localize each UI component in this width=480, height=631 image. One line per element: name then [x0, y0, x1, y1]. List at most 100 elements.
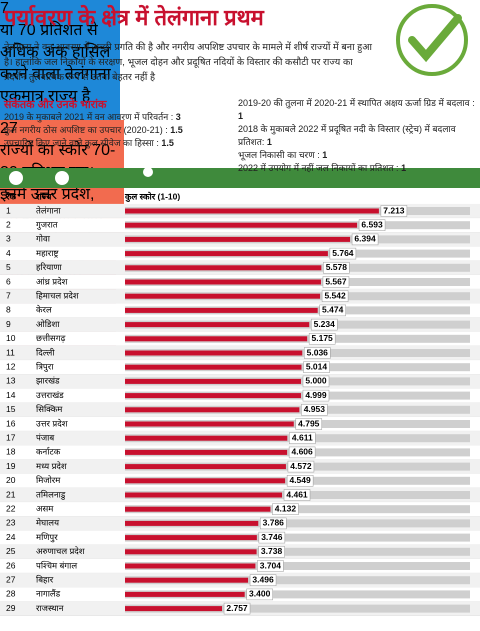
value-label-box	[322, 276, 350, 288]
category-label: हरियाणा	[36, 262, 62, 272]
bar	[125, 478, 286, 484]
bar	[125, 293, 321, 299]
callout-text: या 70 प्रतिशत से अधिक अंक हासिल करने वाल…	[0, 22, 111, 105]
rank-label: 22	[6, 503, 16, 513]
value-label-box	[283, 489, 311, 501]
category-label: असम	[36, 503, 54, 513]
value-label-box	[351, 233, 379, 246]
rank-label: 29	[6, 603, 16, 613]
bar	[125, 421, 294, 427]
value-label-box	[302, 389, 330, 402]
rank-label: 13	[6, 376, 16, 386]
value-label-box	[257, 560, 284, 572]
category-label: दिल्ली	[36, 347, 55, 357]
bar	[125, 208, 379, 214]
value-label: 5.542	[324, 290, 346, 300]
value-label: 5.175	[312, 333, 334, 343]
value-label-box	[295, 418, 323, 430]
track	[125, 604, 470, 613]
value-label-box	[258, 531, 286, 544]
rank-label: 3	[6, 234, 11, 244]
rank-label: 8	[6, 305, 11, 315]
indicator-weight: 3	[175, 112, 181, 122]
category-label: कर्नाटक	[36, 447, 61, 457]
rank-label: 4	[6, 248, 11, 258]
rank-label: 7	[6, 290, 11, 300]
value-label: 4.606	[291, 447, 313, 457]
bar	[125, 591, 245, 597]
rank-label: 25	[6, 546, 16, 556]
value-label-box	[286, 475, 314, 487]
indicator: 2019-20 की तुलना में 2020-21 में स्थापित…	[238, 97, 478, 123]
icon	[143, 167, 153, 177]
bar	[125, 520, 259, 526]
value-label-box	[302, 375, 330, 388]
value-label: 4.549	[289, 475, 311, 485]
indicator-label: कुल नगरीय ठोस अपशिष्ट का उपचार (2020-21)…	[4, 125, 168, 135]
track	[125, 562, 470, 570]
bar	[125, 393, 301, 399]
rank-label: 19	[6, 461, 16, 471]
value-label: 4.953	[304, 404, 326, 414]
category-label: आंध्र प्रदेश	[36, 276, 68, 286]
indicator-label: 2018 के मुकाबले 2022 में प्रदूषित नदी के…	[238, 124, 456, 147]
rank-label: 16	[6, 418, 16, 428]
rank-label: 12	[6, 361, 16, 371]
value-label: 5.000	[305, 376, 327, 386]
rank-label: 23	[6, 518, 16, 528]
category-label: मणिपुर	[36, 532, 58, 543]
rank-label: 11	[6, 347, 15, 357]
rank-label: 21	[6, 489, 16, 499]
bar	[125, 606, 223, 612]
bar	[125, 449, 288, 455]
logo-ring	[396, 4, 468, 76]
value-label-box	[249, 574, 277, 586]
value-label: 5.474	[322, 305, 344, 315]
value-label: 4.611	[292, 432, 313, 442]
bar	[125, 506, 271, 512]
category-label: मेघालय	[36, 518, 60, 528]
value-label: 4.999	[305, 390, 327, 400]
value-label-box	[289, 432, 316, 444]
category-label: पश्चिम बंगाल	[36, 560, 77, 570]
category-label: नागालैंड	[36, 589, 61, 599]
value-label-box	[287, 460, 315, 473]
category-label: गुजरात	[36, 219, 58, 230]
icon	[9, 171, 23, 185]
value-label: 7.213	[383, 205, 405, 215]
category-header: राज्य	[35, 191, 53, 201]
value-label: 3.786	[263, 518, 285, 528]
indicators-heading: संकेतक और उनके भारांक	[4, 99, 107, 111]
value-label: 2.757	[226, 603, 248, 613]
rank-label: 20	[6, 475, 16, 485]
bar	[125, 251, 328, 257]
indicator-label: 2019-20 की तुलना में 2020-21 में स्थापित…	[238, 98, 475, 108]
value-label: 3.496	[252, 574, 274, 584]
rank-label: 1	[6, 205, 11, 215]
category-label: तेलंगाना	[36, 205, 61, 215]
value-label-box	[323, 262, 350, 274]
bar	[125, 563, 256, 569]
category-label: उत्तराखंड	[36, 390, 64, 400]
category-label: उत्तर प्रदेश	[36, 418, 68, 428]
value-label-box	[260, 517, 287, 530]
indicator-label: 2019 के मुकाबले 2021 में वन आवरण में परि…	[4, 112, 174, 122]
bar	[125, 336, 308, 342]
category-label: तमिलनाडु	[36, 489, 66, 500]
value-label-box	[358, 219, 386, 231]
bar	[125, 222, 358, 228]
value-label-box	[246, 588, 273, 601]
value-label-box	[258, 546, 285, 558]
track	[125, 547, 470, 556]
category-label: मध्य प्रदेश	[36, 461, 67, 471]
indicators-right: 2019-20 की तुलना में 2020-21 में स्थापित…	[238, 97, 478, 175]
rank-label: 9	[6, 319, 11, 329]
category-label: गोवा	[36, 234, 51, 244]
rank-label: 14	[6, 390, 16, 400]
value-label: 3.400	[249, 589, 271, 599]
intro: तेलंगाना ने वन आवरण में अच्छी प्रगति की …	[4, 42, 372, 83]
rank-label: 15	[6, 404, 16, 414]
value-label-box	[303, 361, 330, 373]
logo-check	[408, 14, 462, 63]
bar	[125, 407, 300, 413]
